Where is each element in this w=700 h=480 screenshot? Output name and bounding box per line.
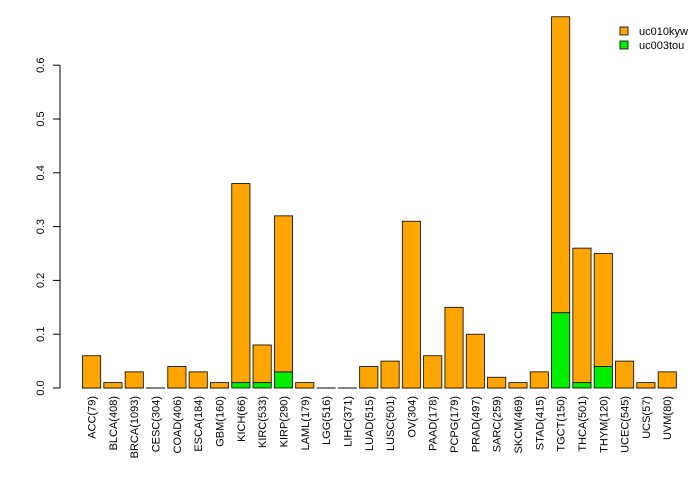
x-tick-label: UCEC(545)	[620, 396, 632, 453]
x-tick-label: CESC(304)	[151, 396, 163, 452]
bar-segment-uc010kyw	[210, 382, 230, 389]
x-tick-label: STAD(415)	[534, 396, 546, 450]
bar-segment-uc010kyw	[359, 366, 379, 389]
bar-segment-uc010kyw	[593, 253, 613, 367]
bar-segment-uc010kyw	[124, 371, 144, 389]
bar-segment-uc010kyw	[188, 371, 208, 389]
x-tick-label: LUAD(515)	[364, 396, 376, 451]
y-tick-label: 0.6	[35, 58, 47, 73]
bar-segment-uc003tou	[551, 312, 571, 389]
x-tick-label: COAD(406)	[172, 396, 184, 453]
x-tick-label: GBM(160)	[215, 396, 227, 447]
bar-segment-uc010kyw	[465, 333, 485, 389]
y-tick-label: 0.3	[35, 219, 47, 234]
bar-segment-uc010kyw	[82, 355, 102, 389]
x-tick-label: BRCA(1093)	[129, 396, 141, 458]
legend: uc010kyw uc003tou	[619, 26, 688, 52]
y-tick-label: 0.1	[35, 327, 47, 342]
x-tick-label: ACC(79)	[87, 396, 99, 439]
bar-segment-uc010kyw	[572, 247, 592, 384]
bar-segment-uc010kyw	[380, 360, 400, 389]
x-tick-label: LGG(516)	[321, 396, 333, 445]
x-tick-label: KICH(66)	[236, 396, 248, 442]
x-tick-label: OV(304)	[406, 396, 418, 438]
x-tick-label: BLCA(408)	[108, 396, 120, 450]
y-axis: 0.0 0.1 0.2 0.3 0.4 0.5 0.6	[35, 58, 61, 396]
x-tick-label: PRAD(497)	[470, 396, 482, 452]
x-tick-label: SARC(259)	[492, 396, 504, 452]
bar-segment-uc010kyw	[487, 376, 507, 389]
bar-segment-uc010kyw	[273, 215, 293, 373]
x-tick-label: ESCA(184)	[193, 396, 205, 452]
y-tick-label: 0.5	[35, 111, 47, 126]
bar-segment-uc010kyw	[423, 355, 443, 389]
legend-swatch	[619, 26, 629, 36]
y-tick-label: 0.0	[35, 380, 47, 395]
x-tick-label: KIRP(290)	[278, 396, 290, 447]
x-tick-label: THCA(501)	[577, 396, 589, 452]
bar-segment-uc010kyw	[444, 306, 464, 389]
bar-segment-uc010kyw	[657, 371, 677, 389]
x-tick-label: UCS(57)	[641, 396, 653, 439]
bar-segment-uc003tou	[273, 371, 293, 389]
x-tick-label: LAML(179)	[300, 396, 312, 450]
bar-segment-uc003tou	[572, 382, 592, 389]
x-tick-labels: ACC(79) BLCA(408) BRCA(1093) CESC(304) COAD(…	[87, 396, 675, 458]
bar-segment-uc010kyw	[636, 382, 656, 389]
bar-segment-uc010kyw	[167, 366, 187, 389]
x-tick-label: PAAD(178)	[428, 396, 440, 451]
bar-segment-uc010kyw	[295, 382, 315, 389]
bar-segment-uc010kyw	[551, 16, 571, 314]
x-tick-label: LUSC(501)	[385, 396, 397, 451]
x-tick-label: PCPG(179)	[449, 396, 461, 453]
x-tick-label: UVM(80)	[662, 396, 674, 440]
x-tick-label: THYM(120)	[598, 396, 610, 453]
bar-segment-uc010kyw	[252, 344, 272, 384]
bars-layer	[82, 16, 677, 389]
x-tick-label: KIRC(533)	[257, 396, 269, 448]
bar-segment-uc010kyw	[529, 371, 549, 389]
x-tick-label: LIHC(371)	[342, 396, 354, 447]
x-tick-label: SKCM(469)	[513, 396, 525, 453]
bar-segment-uc003tou	[252, 382, 272, 389]
y-tick-label: 0.2	[35, 273, 47, 288]
bar-segment-uc010kyw	[103, 382, 123, 389]
bar-segment-uc010kyw	[231, 183, 251, 384]
legend-swatch	[619, 40, 629, 50]
bar-segment-uc003tou	[231, 382, 251, 389]
x-tick-label: TGCT(150)	[556, 396, 568, 452]
y-tick-label: 0.4	[35, 165, 47, 180]
bar-segment-uc010kyw	[615, 360, 635, 389]
legend-label: uc010kyw	[639, 26, 688, 38]
bar-segment-uc003tou	[593, 366, 613, 389]
bar-segment-uc010kyw	[401, 220, 421, 389]
legend-label: uc003tou	[639, 40, 684, 52]
bar-segment-uc010kyw	[508, 382, 528, 389]
